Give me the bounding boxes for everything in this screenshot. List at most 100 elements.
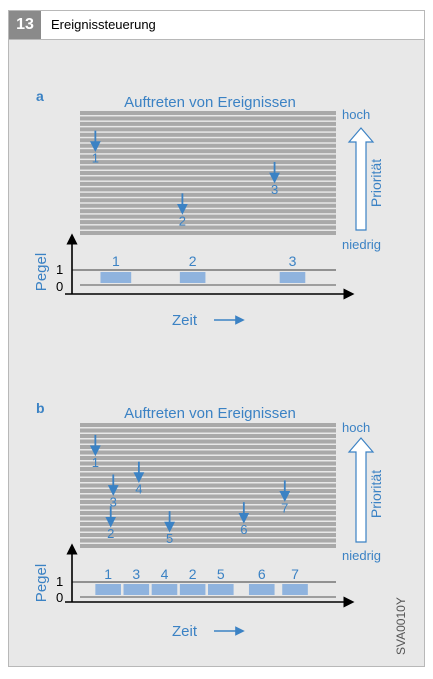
stripe — [80, 214, 336, 219]
stripe — [80, 165, 336, 170]
panel-label: b — [36, 400, 45, 416]
slot-label: 2 — [189, 566, 197, 582]
stripe — [80, 456, 336, 460]
stripe — [80, 149, 336, 154]
priority-low-label: niedrig — [342, 548, 381, 563]
level-zero-label: 0 — [56, 279, 63, 294]
stripe — [80, 522, 336, 526]
y-axis-label: Pegel — [33, 253, 50, 291]
level-one-label: 1 — [56, 574, 63, 589]
slot-bar — [179, 584, 206, 595]
stripe — [80, 176, 336, 181]
stripe — [80, 544, 336, 548]
stripe — [80, 209, 336, 214]
event-label: 4 — [135, 482, 142, 497]
stripe — [80, 220, 336, 225]
stripe — [80, 138, 336, 143]
stripe — [80, 478, 336, 482]
event-markers: 1 2 3 — [89, 130, 280, 228]
priority-low-label: niedrig — [342, 237, 381, 252]
stripe — [80, 225, 336, 230]
stripe — [80, 467, 336, 471]
priority-arrow — [347, 127, 375, 231]
stripe — [80, 505, 336, 510]
stripe — [80, 187, 336, 192]
stripe — [80, 160, 336, 165]
processing-slots: 1 3 4 2 5 6 7 — [95, 566, 308, 595]
slot-bar — [95, 584, 121, 595]
stripe — [80, 192, 336, 197]
stripe — [80, 439, 336, 444]
figure-code: SVA0010Y — [394, 597, 408, 655]
stripe — [80, 111, 336, 115]
priority-label: Priorität — [368, 159, 384, 207]
slot-bar — [208, 584, 234, 595]
stripe — [80, 472, 336, 477]
slot-label: 3 — [132, 566, 140, 582]
stripe — [80, 434, 336, 438]
slot-bar — [248, 584, 275, 595]
panel-title: Auftreten von Ereignissen — [124, 94, 296, 111]
stripe — [80, 500, 336, 504]
slot-label: 3 — [289, 253, 297, 269]
level-one-label: 1 — [56, 262, 63, 277]
stripe — [80, 181, 336, 186]
figure-title: Ereignissteuerung — [51, 17, 156, 32]
event-markers: 1 3 4 2 5 6 7 — [89, 434, 291, 546]
event-label: 3 — [110, 495, 117, 510]
slot-label: 7 — [291, 566, 299, 582]
stripe — [80, 533, 336, 537]
slot-bar — [100, 272, 132, 283]
panel-a: a Auftreten von Ereignissen 1 2 3 hoch nie… — [33, 88, 384, 329]
stripe — [80, 516, 336, 521]
stripe — [80, 423, 336, 427]
slot-bar — [282, 584, 308, 595]
slot-label: 6 — [258, 566, 266, 582]
slot-label: 1 — [104, 566, 112, 582]
priority-high-label: hoch — [342, 107, 370, 122]
x-axis-label: Zeit — [172, 312, 198, 329]
event-stripes — [80, 111, 336, 235]
y-axis-label: Pegel — [33, 564, 50, 602]
stripe — [80, 127, 336, 132]
event-stripes — [80, 423, 336, 548]
slot-label: 1 — [112, 253, 120, 269]
event-label: 3 — [271, 182, 278, 197]
event-label: 2 — [179, 213, 186, 228]
stripe — [80, 231, 336, 235]
stripe — [80, 494, 336, 499]
stripe — [80, 461, 336, 466]
event-label: 1 — [92, 455, 99, 470]
x-axis-label: Zeit — [172, 623, 198, 640]
slot-label: 5 — [217, 566, 225, 582]
stripe — [80, 489, 336, 493]
slot-bar — [123, 584, 150, 595]
event-label: 6 — [240, 522, 247, 537]
panel-b: b Auftreten von Ereignissen 1 3 4 2 5 6 7 hoch… — [33, 400, 384, 640]
event-label: 7 — [281, 500, 288, 515]
stripe — [80, 116, 336, 121]
panel-title: Auftreten von Ereignissen — [124, 405, 296, 422]
slot-bar — [151, 584, 178, 595]
stripe — [80, 538, 336, 543]
slot-bar — [179, 272, 206, 283]
stripe — [80, 198, 336, 203]
slot-bar — [279, 272, 306, 283]
stripe — [80, 428, 336, 433]
stripe — [80, 527, 336, 532]
stripe — [80, 445, 336, 449]
slot-label: 2 — [189, 253, 197, 269]
stripe — [80, 203, 336, 208]
stripe — [80, 483, 336, 488]
priority-label: Priorität — [368, 470, 384, 518]
stripe — [80, 511, 336, 515]
stripe — [80, 450, 336, 455]
stripe — [80, 132, 336, 137]
stripe — [80, 143, 336, 148]
priority-arrow — [347, 437, 375, 543]
event-label: 2 — [107, 526, 114, 541]
event-label: 5 — [166, 531, 173, 546]
processing-slots: 1 2 3 — [100, 253, 306, 283]
stripe — [80, 121, 336, 126]
